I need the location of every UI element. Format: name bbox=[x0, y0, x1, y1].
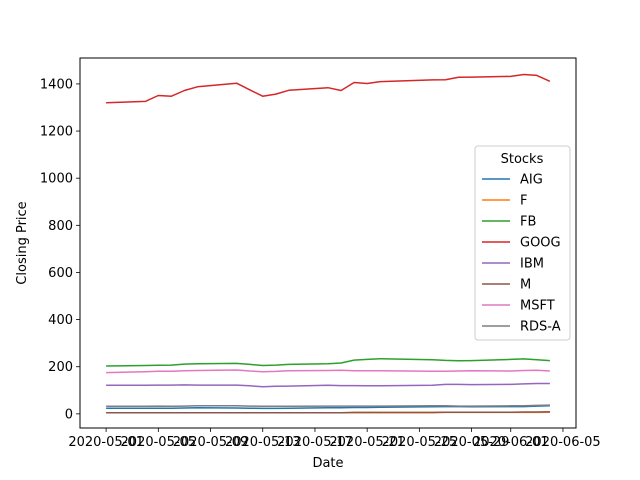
series-line-rds-a bbox=[106, 404, 550, 408]
x-tick-label: 2020-06-01 bbox=[473, 435, 549, 450]
legend-box bbox=[474, 145, 571, 341]
x-tick-label: 2020-05-25 bbox=[382, 435, 458, 450]
series-line-m bbox=[106, 410, 550, 414]
series-lines bbox=[106, 73, 551, 414]
x-axis: 2020-05-012020-05-052020-05-092020-05-13… bbox=[68, 428, 601, 450]
legend-label-fb: FB bbox=[520, 215, 536, 230]
x-tick-label: 2020-05-29 bbox=[434, 435, 510, 450]
y-tick-label: 1400 bbox=[40, 77, 73, 92]
x-tick-label: 2020-05-01 bbox=[68, 435, 144, 450]
y-tick-label: 1200 bbox=[40, 125, 73, 140]
y-tick-label: 600 bbox=[48, 266, 73, 281]
legend-label-m: M bbox=[520, 278, 531, 293]
y-tick-label: 200 bbox=[48, 360, 73, 375]
legend-label-rds-a: RDS-A bbox=[520, 320, 561, 335]
legend-label-msft: MSFT bbox=[520, 299, 555, 314]
x-tick-label: 2020-05-13 bbox=[225, 435, 301, 450]
legend-title: Stocks bbox=[501, 152, 544, 167]
y-tick-label: 800 bbox=[48, 219, 73, 234]
y-axis-label: Closing Price bbox=[15, 201, 30, 284]
y-axis: 0 200 400 600 800 1000 1200 1400 bbox=[40, 77, 80, 422]
legend: Stocks AIG F FB GOOG IBM M MSFT RDS-A bbox=[474, 145, 571, 341]
x-tick-label: 2020-05-09 bbox=[173, 435, 249, 450]
series-line-msft bbox=[106, 369, 550, 374]
x-tick-label: 2020-06-05 bbox=[525, 435, 601, 450]
y-tick-label: 1000 bbox=[40, 172, 73, 187]
series-line-goog bbox=[106, 73, 551, 104]
series-line-ibm bbox=[106, 382, 550, 388]
x-axis-label: Date bbox=[312, 456, 343, 471]
y-tick-label: 400 bbox=[48, 313, 73, 328]
x-tick-label: 2020-05-05 bbox=[121, 435, 197, 450]
legend-label-f: F bbox=[520, 194, 527, 209]
y-tick-label: 0 bbox=[65, 407, 73, 422]
legend-label-ibm: IBM bbox=[520, 257, 544, 272]
plot-frame bbox=[79, 57, 577, 429]
x-tick-label: 2020-05-17 bbox=[277, 435, 353, 450]
legend-label-aig: AIG bbox=[520, 173, 543, 188]
x-tick-label: 2020-05-21 bbox=[329, 435, 405, 450]
series-line-fb bbox=[106, 357, 550, 367]
legend-label-goog: GOOG bbox=[520, 236, 561, 251]
